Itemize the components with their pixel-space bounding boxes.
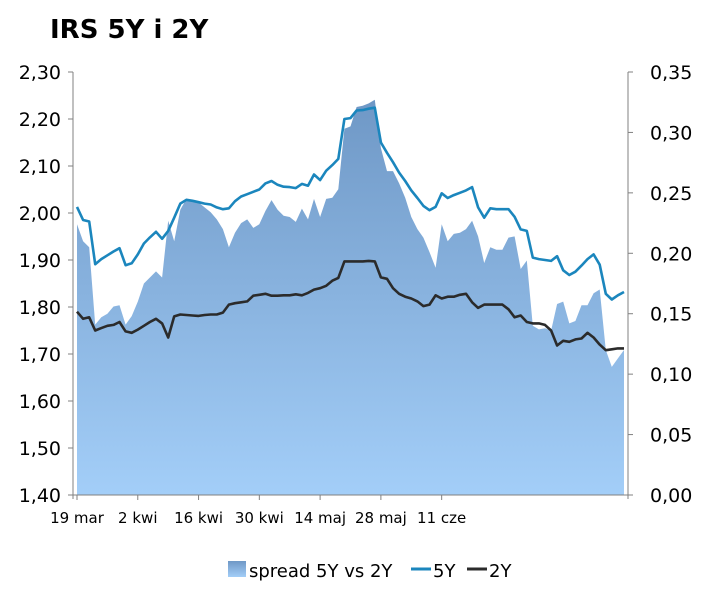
y-left-tick-label: 2,10 bbox=[19, 156, 61, 178]
y-left-tick-label: 1,70 bbox=[19, 344, 61, 366]
y-right-tick-label: 0,20 bbox=[650, 243, 692, 265]
series-5y-line bbox=[75, 106, 625, 301]
y-right-tick-label: 0,00 bbox=[650, 485, 692, 507]
legend: spread 5Y vs 2Y 5Y 2Y bbox=[228, 561, 512, 582]
y-left-tick-label: 2,30 bbox=[19, 62, 61, 84]
x-tick-label: 14 maj bbox=[294, 509, 346, 527]
x-tick-label: 30 kwi bbox=[235, 509, 284, 527]
y-left-tick-label: 1,90 bbox=[19, 250, 61, 272]
y-left-tick-label: 1,40 bbox=[19, 485, 61, 507]
y-right-tick-label: 0,05 bbox=[650, 425, 692, 447]
x-tick-label: 28 maj bbox=[355, 509, 407, 527]
y-left-tick-label: 2,20 bbox=[19, 109, 61, 131]
x-tick-label: 11 cze bbox=[417, 509, 466, 527]
x-tick-label: 19 mar bbox=[50, 509, 105, 527]
series-2y-line bbox=[76, 259, 624, 352]
spread-area bbox=[77, 99, 624, 496]
y-right-tick-label: 0,15 bbox=[650, 304, 692, 326]
y-right-tick-label: 0,35 bbox=[650, 62, 692, 84]
chart-title: IRS 5Y i 2Y bbox=[50, 15, 209, 45]
x-tick-label: 2 kwi bbox=[118, 509, 157, 527]
legend-label-5y: 5Y bbox=[433, 561, 456, 582]
y-right-tick-label: 0,10 bbox=[650, 364, 692, 386]
y-right-tick-label: 0,25 bbox=[650, 183, 692, 205]
legend-swatch-spread bbox=[228, 561, 246, 577]
x-tick-label: 16 kwi bbox=[174, 509, 223, 527]
legend-label-2y: 2Y bbox=[489, 561, 512, 582]
y-left-tick-label: 1,80 bbox=[19, 297, 61, 319]
plot-area: 1,40 1,50 1,60 1,70 1,80 1,90 2,00 2,10 2,20 2,30… bbox=[19, 62, 693, 527]
y-left-tick-label: 1,50 bbox=[19, 438, 61, 460]
y-left-tick-label: 1,60 bbox=[19, 391, 61, 413]
y-left-tick-label: 2,00 bbox=[19, 203, 61, 225]
y-right-tick-label: 0,30 bbox=[650, 122, 692, 144]
legend-label-spread: spread 5Y vs 2Y bbox=[249, 561, 393, 582]
